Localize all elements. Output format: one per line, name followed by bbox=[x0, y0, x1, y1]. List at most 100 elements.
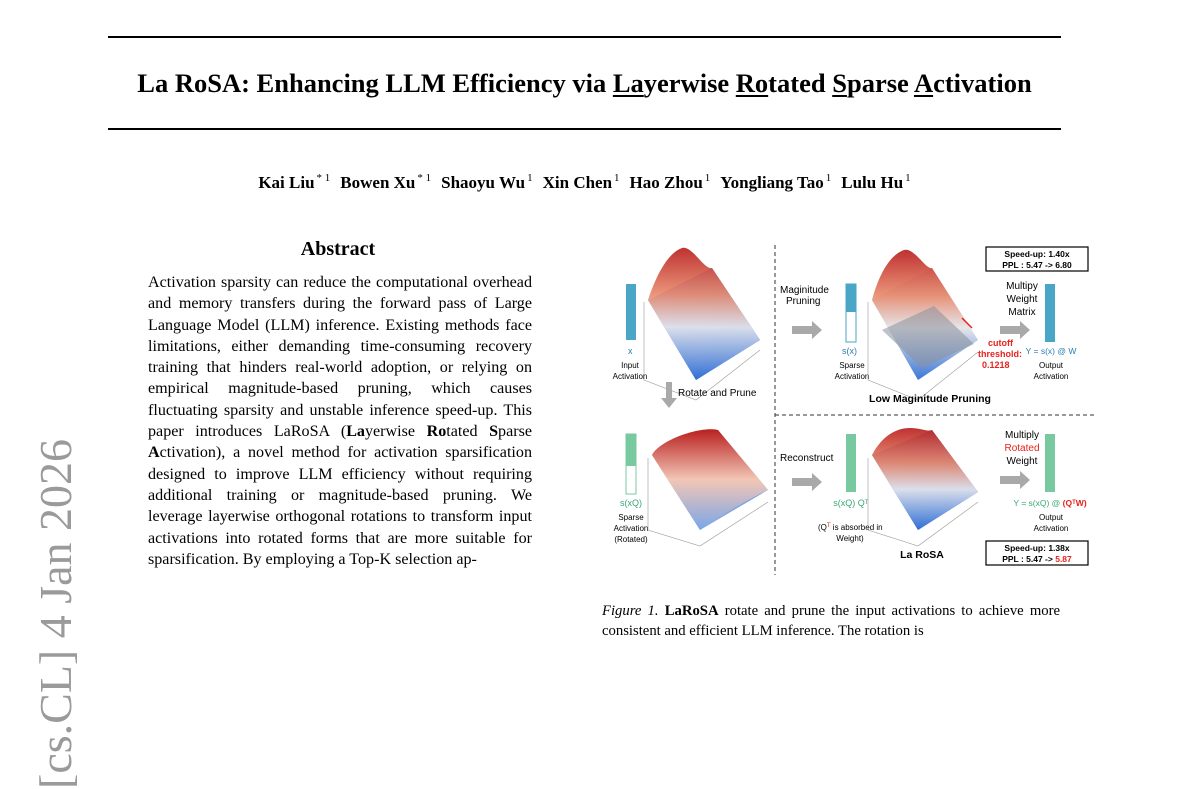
author-affiliation-mark: * 1 bbox=[316, 172, 331, 184]
abstract-segment: Activation sparsity can reduce the compu… bbox=[148, 274, 532, 441]
magnitude-arrow bbox=[792, 321, 822, 339]
input-caption-1: Input bbox=[621, 361, 640, 370]
absorb-note-2: Weight) bbox=[836, 534, 864, 543]
magnitude-step-1: Maginitude bbox=[780, 285, 829, 296]
rotated-vector bbox=[626, 434, 636, 466]
author: Xin Chen 1 bbox=[542, 172, 620, 192]
abstract-segment: yerwise bbox=[364, 423, 427, 441]
author-affiliation-mark: 1 bbox=[527, 172, 533, 184]
rotated-multiply-step-1: Multiply bbox=[1005, 430, 1039, 441]
caption-label: Figure 1. bbox=[602, 603, 659, 619]
top-output-formula: Y = s(x) @ W bbox=[1026, 346, 1077, 356]
abstract-segment: parse bbox=[498, 423, 532, 441]
title-part: S bbox=[832, 68, 847, 98]
author: Bowen Xu * 1 bbox=[340, 172, 432, 192]
abstract-segment: tated bbox=[446, 423, 490, 441]
author-name: Lulu Hu bbox=[841, 172, 904, 192]
title-part: ctivation bbox=[933, 68, 1032, 98]
author-name: Xin Chen bbox=[542, 172, 613, 192]
top-rule bbox=[108, 36, 1061, 38]
top-speedup: Speed-up: 1.40x bbox=[1004, 249, 1069, 259]
title-part: La RoSA: Enhancing LLM Efficiency via bbox=[137, 68, 613, 98]
rotated-caption-1: Sparse bbox=[618, 513, 644, 522]
author-affiliation-mark: 1 bbox=[905, 172, 911, 184]
author: Shaoyu Wu 1 bbox=[441, 172, 533, 192]
rotated-caption-2: Activation bbox=[614, 524, 649, 533]
bottom-output-caption-1: Output bbox=[1039, 513, 1064, 522]
rotated-activation-plot bbox=[647, 429, 769, 547]
multiply-step-1: Multipy bbox=[1006, 281, 1038, 292]
caption-text: rotate and prune the input activations t… bbox=[602, 603, 1060, 639]
sparse-caption-1: Sparse bbox=[839, 361, 865, 370]
input-vector bbox=[626, 284, 636, 340]
input-caption-2: Activation bbox=[613, 372, 648, 381]
top-section-label: Low Maginitude Pruning bbox=[869, 393, 991, 405]
rotate-label: Rotate and Prune bbox=[678, 388, 757, 399]
abstract-segment: La bbox=[346, 423, 365, 441]
figure-1: x Input Activation Rotate and Prune Magi… bbox=[613, 245, 1094, 575]
author-affiliation-mark: 1 bbox=[614, 172, 620, 184]
abstract-segment: ctivation), a novel method for activatio… bbox=[148, 444, 532, 568]
title-part: La bbox=[612, 68, 644, 98]
title-part: Ro bbox=[735, 68, 769, 98]
arxiv-stamp: [cs.CL] 4 Jan 2026 bbox=[30, 438, 81, 789]
cutoff-value: 0.1218 bbox=[982, 360, 1010, 370]
bottom-ppl: PPL : 5.47 -> 5.87 bbox=[1002, 554, 1072, 564]
sparse-vector bbox=[846, 284, 856, 312]
rotated-multiply-step-2: Rotated bbox=[1004, 443, 1039, 454]
reconstruct-arrow bbox=[792, 473, 822, 491]
bottom-stats-box bbox=[985, 540, 1089, 566]
multiply-step-3: Matrix bbox=[1008, 307, 1035, 318]
absorb-note-1: (QT is absorbed in bbox=[818, 523, 883, 532]
cutoff-label-2: threshold: bbox=[978, 349, 1022, 359]
top-stats-box bbox=[985, 246, 1089, 272]
abstract-segment: S bbox=[489, 423, 499, 441]
paper-title: La RoSA: Enhancing LLM Efficiency via La… bbox=[108, 68, 1061, 99]
rotated-multiply-arrow bbox=[1000, 471, 1030, 489]
author: Hao Zhou 1 bbox=[629, 172, 711, 192]
cutoff-label-1: cutoff bbox=[988, 338, 1014, 348]
title-part: parse bbox=[846, 68, 914, 98]
author: Lulu Hu 1 bbox=[841, 172, 911, 192]
author-name: Kai Liu bbox=[258, 172, 315, 192]
magnitude-step-2: Pruning bbox=[786, 296, 820, 307]
author: Kai Liu * 1 bbox=[258, 172, 331, 192]
rotated-vector-label: s(xQ) bbox=[620, 498, 642, 508]
top-output-caption-1: Output bbox=[1039, 361, 1064, 370]
multiply-step-2: Weight bbox=[1007, 294, 1038, 305]
reconstructed-vector bbox=[846, 434, 856, 492]
top-ppl: PPL : 5.47 -> 6.80 bbox=[1002, 260, 1072, 270]
author: Yongliang Tao 1 bbox=[720, 172, 832, 192]
author-name: Bowen Xu bbox=[340, 172, 416, 192]
title-part: yerwise bbox=[643, 68, 736, 98]
reconstruct-formula: s(xQ) Qᵀ bbox=[833, 498, 868, 508]
sparse-caption-2: Activation bbox=[835, 372, 870, 381]
top-output-caption-2: Activation bbox=[1034, 372, 1069, 381]
rotated-multiply-step-3: Weight bbox=[1007, 456, 1038, 467]
author-affiliation-mark: * 1 bbox=[417, 172, 432, 184]
sparse-vector-label: s(x) bbox=[842, 346, 857, 356]
multiply-arrow bbox=[1000, 321, 1030, 339]
cutoff-pointer bbox=[961, 317, 973, 329]
input-vector-label: x bbox=[628, 346, 633, 356]
author-name: Shaoyu Wu bbox=[441, 172, 526, 192]
abstract-segment: A bbox=[148, 444, 160, 462]
abstract-body: Activation sparsity can reduce the compu… bbox=[148, 272, 532, 570]
author-name: Hao Zhou bbox=[629, 172, 703, 192]
input-activation-plot bbox=[643, 247, 761, 401]
rotate-arrow bbox=[661, 382, 677, 408]
figure-caption: Figure 1. LaRoSA rotate and prune the in… bbox=[602, 602, 1060, 641]
author-affiliation-mark: 1 bbox=[825, 172, 832, 184]
abstract-heading: Abstract bbox=[300, 238, 376, 260]
output-vector bbox=[1045, 284, 1055, 342]
reconstruct-step: Reconstruct bbox=[780, 453, 834, 464]
author-list: Kai Liu * 1 Bowen Xu * 1 Shaoyu Wu 1 Xin Chen 1… bbox=[108, 172, 1061, 193]
caption-bold: LaRoSA bbox=[664, 603, 719, 619]
bottom-output-formula: Y = s(xQ) @ (QᵀW) bbox=[1013, 498, 1086, 508]
title-bottom-rule bbox=[108, 128, 1061, 130]
author-affiliation-mark: 1 bbox=[704, 172, 711, 184]
larosa-activation-plot bbox=[867, 428, 979, 547]
title-part: A bbox=[913, 68, 934, 98]
bottom-output-caption-2: Activation bbox=[1034, 524, 1069, 533]
title-part: tated bbox=[768, 68, 833, 98]
